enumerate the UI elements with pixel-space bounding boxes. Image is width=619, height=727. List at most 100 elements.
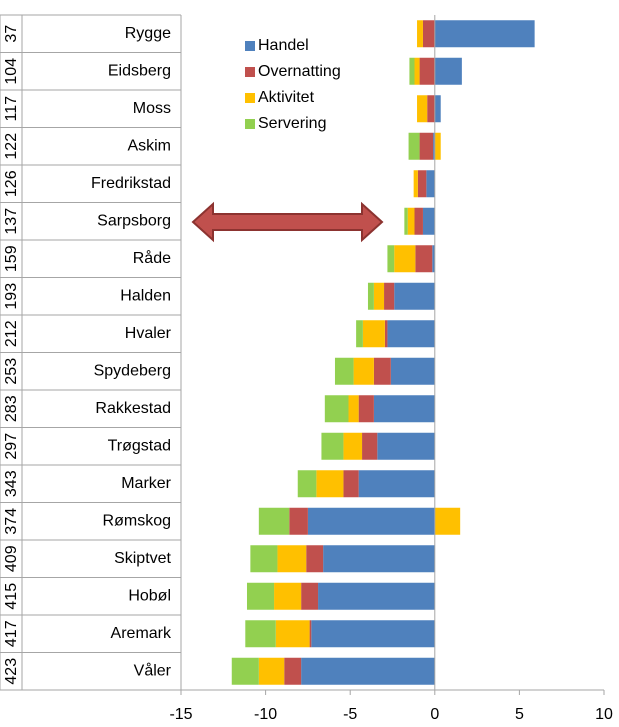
bar-segment	[373, 357, 391, 385]
bar-segment	[427, 95, 435, 123]
bar-segment	[318, 582, 435, 610]
bar-segment	[358, 470, 435, 498]
rank-label: 126	[3, 170, 20, 197]
legend-label: Overnatting	[258, 63, 341, 80]
bar-segment	[309, 620, 312, 648]
rank-label: 104	[3, 58, 20, 85]
bar-segment	[231, 657, 259, 685]
rank-label: 37	[3, 25, 20, 43]
bar-segment	[356, 320, 363, 348]
bar-segment	[422, 20, 435, 48]
category-label: Marker	[121, 475, 171, 492]
rank-label: 409	[3, 545, 20, 572]
rank-label: 417	[3, 620, 20, 647]
bar-segment	[334, 357, 354, 385]
bar-segment	[258, 507, 290, 535]
category-label: Fredrikstad	[91, 175, 171, 192]
category-label: Rygge	[125, 25, 171, 42]
bar-segment	[343, 470, 359, 498]
x-tick-label: -10	[254, 706, 277, 723]
bar-segment	[426, 170, 435, 198]
bar-segment	[417, 170, 427, 198]
bar-segment	[362, 432, 378, 460]
category-label: Skiptvet	[114, 550, 171, 567]
legend-swatch	[245, 41, 255, 51]
bar-segment	[306, 545, 324, 573]
rank-label: 122	[3, 133, 20, 160]
category-label: Våler	[134, 661, 172, 679]
legend-label: Aktivitet	[258, 89, 315, 106]
rank-label: 423	[3, 658, 20, 685]
category-label: Halden	[120, 287, 171, 304]
bar-segment	[419, 57, 435, 85]
bar-segment	[413, 170, 418, 198]
bar-segment	[394, 282, 435, 310]
bar-segment	[434, 132, 441, 160]
category-label: Trøgstad	[108, 437, 171, 454]
bar-segment	[246, 582, 275, 610]
bar-segment	[284, 657, 302, 685]
legend-label: Servering	[258, 115, 326, 132]
bar-segment	[323, 545, 435, 573]
bar-segment	[373, 282, 385, 310]
bar-segment	[258, 657, 285, 685]
bar-segment	[419, 132, 434, 160]
bar-segment	[301, 657, 435, 685]
rank-label: 137	[3, 208, 20, 235]
legend-swatch	[245, 67, 255, 77]
bar-segment	[417, 20, 423, 48]
bar-segment	[324, 395, 349, 423]
rank-label: 415	[3, 583, 20, 610]
category-label: Rømskog	[103, 512, 171, 529]
bar-segment	[307, 507, 435, 535]
bar-segment	[384, 282, 395, 310]
bar-segment	[434, 95, 441, 123]
bar-segment	[353, 357, 374, 385]
bar-segment	[316, 470, 344, 498]
bar-segment	[387, 320, 435, 348]
bar-segment	[387, 245, 395, 273]
legend-swatch	[245, 119, 255, 129]
category-label: Eidsberg	[108, 62, 171, 79]
bar-segment	[348, 395, 359, 423]
x-tick-label: -15	[169, 706, 192, 723]
rank-label: 193	[3, 283, 20, 310]
rank-label: 253	[3, 358, 20, 385]
bar-segment	[343, 432, 363, 460]
bar-segment	[409, 57, 415, 85]
bar-segment	[434, 20, 535, 48]
x-tick-label: 0	[430, 706, 439, 723]
bar-segment	[422, 207, 435, 235]
bar-segment	[245, 620, 276, 648]
bar-segment	[414, 207, 423, 235]
category-label: Hobøl	[128, 587, 171, 604]
bar-segment	[362, 320, 385, 348]
bar-segment	[417, 95, 428, 123]
bar-segment	[277, 545, 307, 573]
rank-label: 212	[3, 320, 20, 347]
bar-segment	[377, 432, 435, 460]
rank-label: 297	[3, 433, 20, 460]
category-label: Rakkestad	[95, 400, 171, 417]
bar-segment	[434, 507, 461, 535]
bar-segment	[390, 357, 435, 385]
legend-label: Handel	[258, 37, 309, 54]
double-arrow	[191, 201, 384, 243]
bar-segment	[404, 207, 408, 235]
bar-segment	[433, 132, 435, 160]
bar-segment	[432, 245, 435, 273]
category-label: Askim	[127, 137, 171, 154]
rank-label: 159	[3, 245, 20, 272]
rank-label: 117	[3, 96, 20, 122]
category-label: Spydeberg	[94, 362, 171, 379]
rank-label: 374	[3, 508, 20, 535]
rank-label: 343	[3, 470, 20, 497]
bar-segment	[373, 395, 435, 423]
bar-segment	[434, 57, 462, 85]
bar-segment	[301, 582, 319, 610]
x-tick-label: -5	[343, 706, 357, 723]
bar-segment	[358, 395, 374, 423]
bar-segment	[394, 245, 416, 273]
bar-segment	[384, 320, 388, 348]
